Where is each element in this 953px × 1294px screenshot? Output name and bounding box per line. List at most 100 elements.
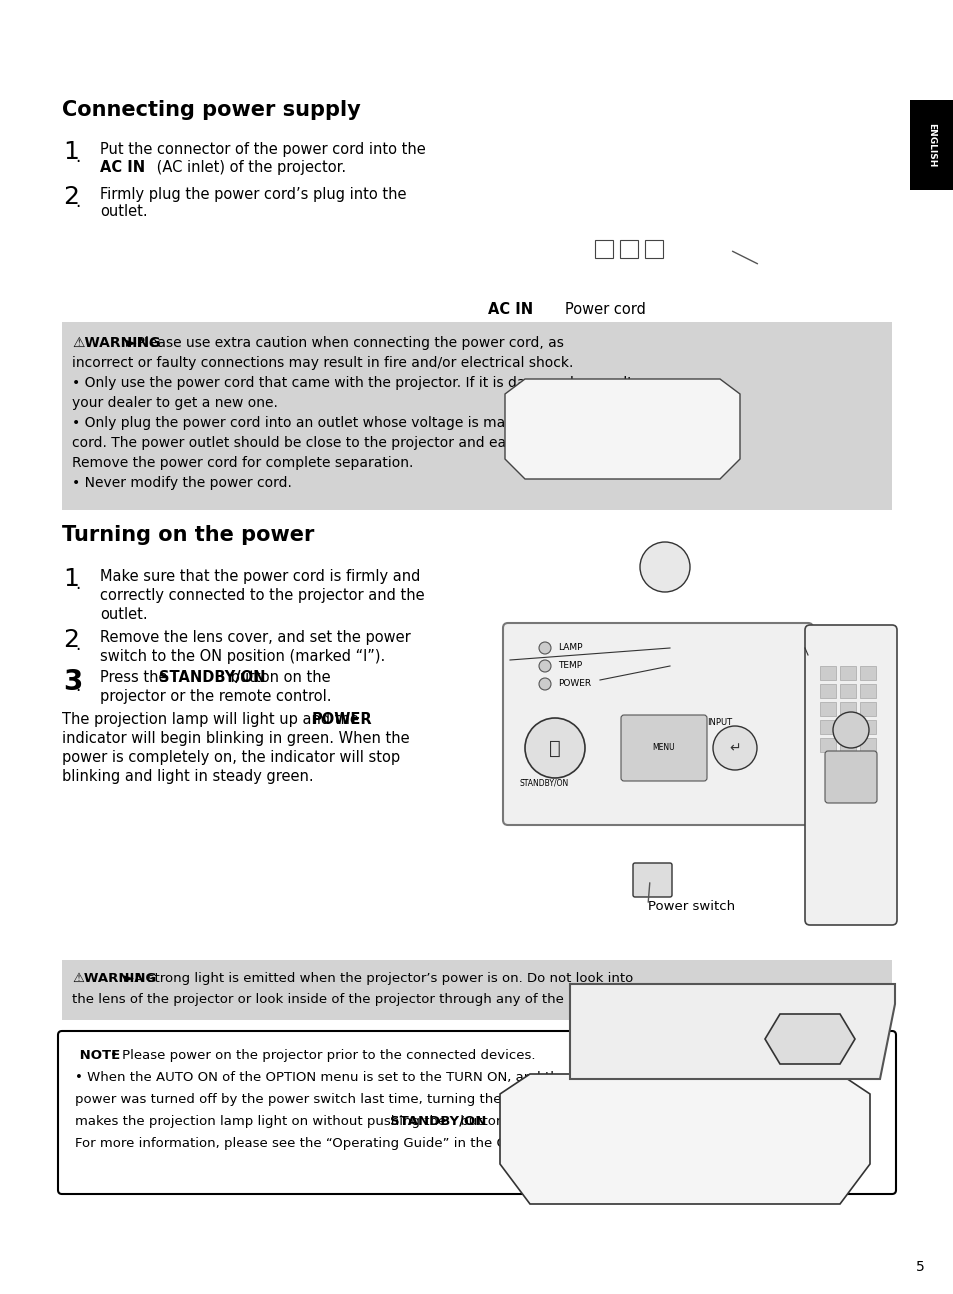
FancyBboxPatch shape	[620, 716, 706, 782]
Bar	[820, 738, 835, 752]
Text: • Never modify the power cord.: • Never modify the power cord.	[71, 476, 292, 490]
Text: Put the connector of the power cord into the: Put the connector of the power cord into…	[100, 142, 425, 157]
Text: projector or the remote control.: projector or the remote control.	[100, 688, 331, 704]
FancyBboxPatch shape	[804, 625, 896, 925]
Text: outlet.: outlet.	[100, 607, 148, 622]
Text: .: .	[75, 677, 80, 695]
Circle shape	[538, 678, 551, 690]
Text: switch to the ON position (marked “l”).: switch to the ON position (marked “l”).	[100, 650, 385, 664]
Text: STANDBY/ON: STANDBY/ON	[519, 778, 569, 787]
Text: • Please power on the projector prior to the connected devices.: • Please power on the projector prior to…	[110, 1049, 535, 1062]
Text: ↵: ↵	[728, 741, 740, 754]
Bar	[820, 685, 835, 697]
Text: ⚠WARNING: ⚠WARNING	[71, 972, 156, 985]
Circle shape	[538, 642, 551, 653]
Text: button.: button.	[456, 1115, 508, 1128]
FancyBboxPatch shape	[502, 622, 812, 826]
Text: AC IN: AC IN	[100, 160, 145, 175]
Text: button on the: button on the	[226, 670, 331, 685]
Text: • When the AUTO ON of the OPTION menu is set to the TURN ON, and the: • When the AUTO ON of the OPTION menu is…	[75, 1071, 566, 1084]
Text: Turning on the power: Turning on the power	[62, 525, 314, 545]
Text: ENGLISH: ENGLISH	[926, 123, 936, 167]
Polygon shape	[575, 679, 820, 774]
Text: incorrect or faulty connections may result in fire and/or electrical shock.: incorrect or faulty connections may resu…	[71, 356, 573, 370]
Text: blinking and light in steady green.: blinking and light in steady green.	[62, 769, 314, 784]
Text: ⚠WARNING: ⚠WARNING	[71, 336, 160, 349]
Text: .: .	[75, 148, 80, 166]
Bar	[859, 685, 875, 697]
Text: Power switch: Power switch	[647, 901, 735, 914]
Text: Remove the lens cover, and set the power: Remove the lens cover, and set the power	[100, 630, 411, 644]
Bar	[840, 685, 855, 697]
Text: 5: 5	[915, 1260, 923, 1275]
Bar	[595, 239, 613, 258]
Text: The projection lamp will light up and the: The projection lamp will light up and th…	[62, 712, 363, 727]
Bar	[644, 239, 662, 258]
Text: MENU: MENU	[652, 744, 675, 753]
Bar	[820, 666, 835, 681]
Text: .: .	[75, 635, 80, 653]
Text: ►A strong light is emitted when the projector’s power is on. Do not look into: ►A strong light is emitted when the proj…	[124, 972, 633, 985]
Text: correctly connected to the projector and the: correctly connected to the projector and…	[100, 587, 424, 603]
Text: AC IN: AC IN	[488, 302, 533, 317]
Bar	[840, 719, 855, 734]
Text: STANDBY/ON: STANDBY/ON	[389, 1115, 485, 1128]
Text: INPUT: INPUT	[707, 718, 732, 727]
Text: Remove the power cord for complete separation.: Remove the power cord for complete separ…	[71, 455, 413, 470]
Bar	[859, 738, 875, 752]
Text: For more information, please see the “Operating Guide” in the CD.: For more information, please see the “Op…	[75, 1137, 519, 1150]
Text: Firmly plug the power cord’s plug into the: Firmly plug the power cord’s plug into t…	[100, 188, 406, 202]
Text: 1: 1	[63, 140, 79, 164]
Polygon shape	[764, 1014, 854, 1064]
Text: 1: 1	[63, 567, 79, 591]
Bar	[909, 100, 953, 190]
Bar	[62, 322, 891, 510]
Text: makes the projection lamp light on without pushing the: makes the projection lamp light on witho…	[75, 1115, 450, 1128]
Bar	[820, 719, 835, 734]
Text: POWER: POWER	[558, 679, 591, 688]
Text: LAMP: LAMP	[558, 643, 582, 652]
FancyBboxPatch shape	[633, 863, 671, 897]
Circle shape	[524, 718, 584, 778]
Polygon shape	[504, 379, 740, 479]
Circle shape	[712, 726, 757, 770]
Text: .: .	[75, 575, 80, 593]
FancyBboxPatch shape	[58, 1031, 895, 1194]
Text: indicator: indicator	[561, 666, 620, 679]
Text: 3: 3	[63, 668, 82, 696]
Bar	[840, 666, 855, 681]
Circle shape	[639, 542, 689, 591]
Text: (AC inlet) of the projector.: (AC inlet) of the projector.	[152, 160, 346, 175]
Text: Connecting power supply: Connecting power supply	[62, 100, 360, 120]
Text: STANDBY/ON: STANDBY/ON	[533, 648, 622, 661]
Text: STANDBY/ON: STANDBY/ON	[159, 670, 265, 685]
Circle shape	[538, 660, 551, 672]
Text: ⏻: ⏻	[549, 739, 560, 757]
Text: power is completely on, the indicator will stop: power is completely on, the indicator wi…	[62, 751, 399, 765]
Text: TEMP: TEMP	[558, 661, 581, 670]
Text: indicator will begin blinking in green. When the: indicator will begin blinking in green. …	[62, 731, 409, 747]
Text: • Only use the power cord that came with the projector. If it is damaged, consul: • Only use the power cord that came with…	[71, 377, 632, 389]
Text: POWER: POWER	[312, 712, 372, 727]
Text: button: button	[589, 648, 635, 661]
Text: ►Please use extra caution when connecting the power cord, as: ►Please use extra caution when connectin…	[126, 336, 563, 349]
Text: your dealer to get a new one.: your dealer to get a new one.	[71, 396, 277, 410]
Text: cord. The power outlet should be close to the projector and easily accessible.: cord. The power outlet should be close t…	[71, 436, 609, 450]
Bar	[859, 703, 875, 716]
Text: Make sure that the power cord is firmly and: Make sure that the power cord is firmly …	[100, 569, 420, 584]
Text: 2: 2	[63, 185, 79, 210]
Text: Press the: Press the	[100, 670, 172, 685]
Bar	[859, 666, 875, 681]
Polygon shape	[499, 1074, 869, 1203]
Bar	[840, 738, 855, 752]
Text: power was turned off by the power switch last time, turning the power switch on: power was turned off by the power switch…	[75, 1093, 614, 1106]
Bar	[840, 703, 855, 716]
Text: 2: 2	[63, 628, 79, 652]
Text: .: .	[75, 193, 80, 211]
Text: the lens of the projector or look inside of the projector through any of the pro: the lens of the projector or look inside…	[71, 992, 708, 1005]
Text: outlet.: outlet.	[100, 204, 148, 219]
Bar	[820, 703, 835, 716]
Bar	[62, 960, 891, 1020]
Text: NOTE: NOTE	[75, 1049, 125, 1062]
Bar	[619, 239, 638, 258]
